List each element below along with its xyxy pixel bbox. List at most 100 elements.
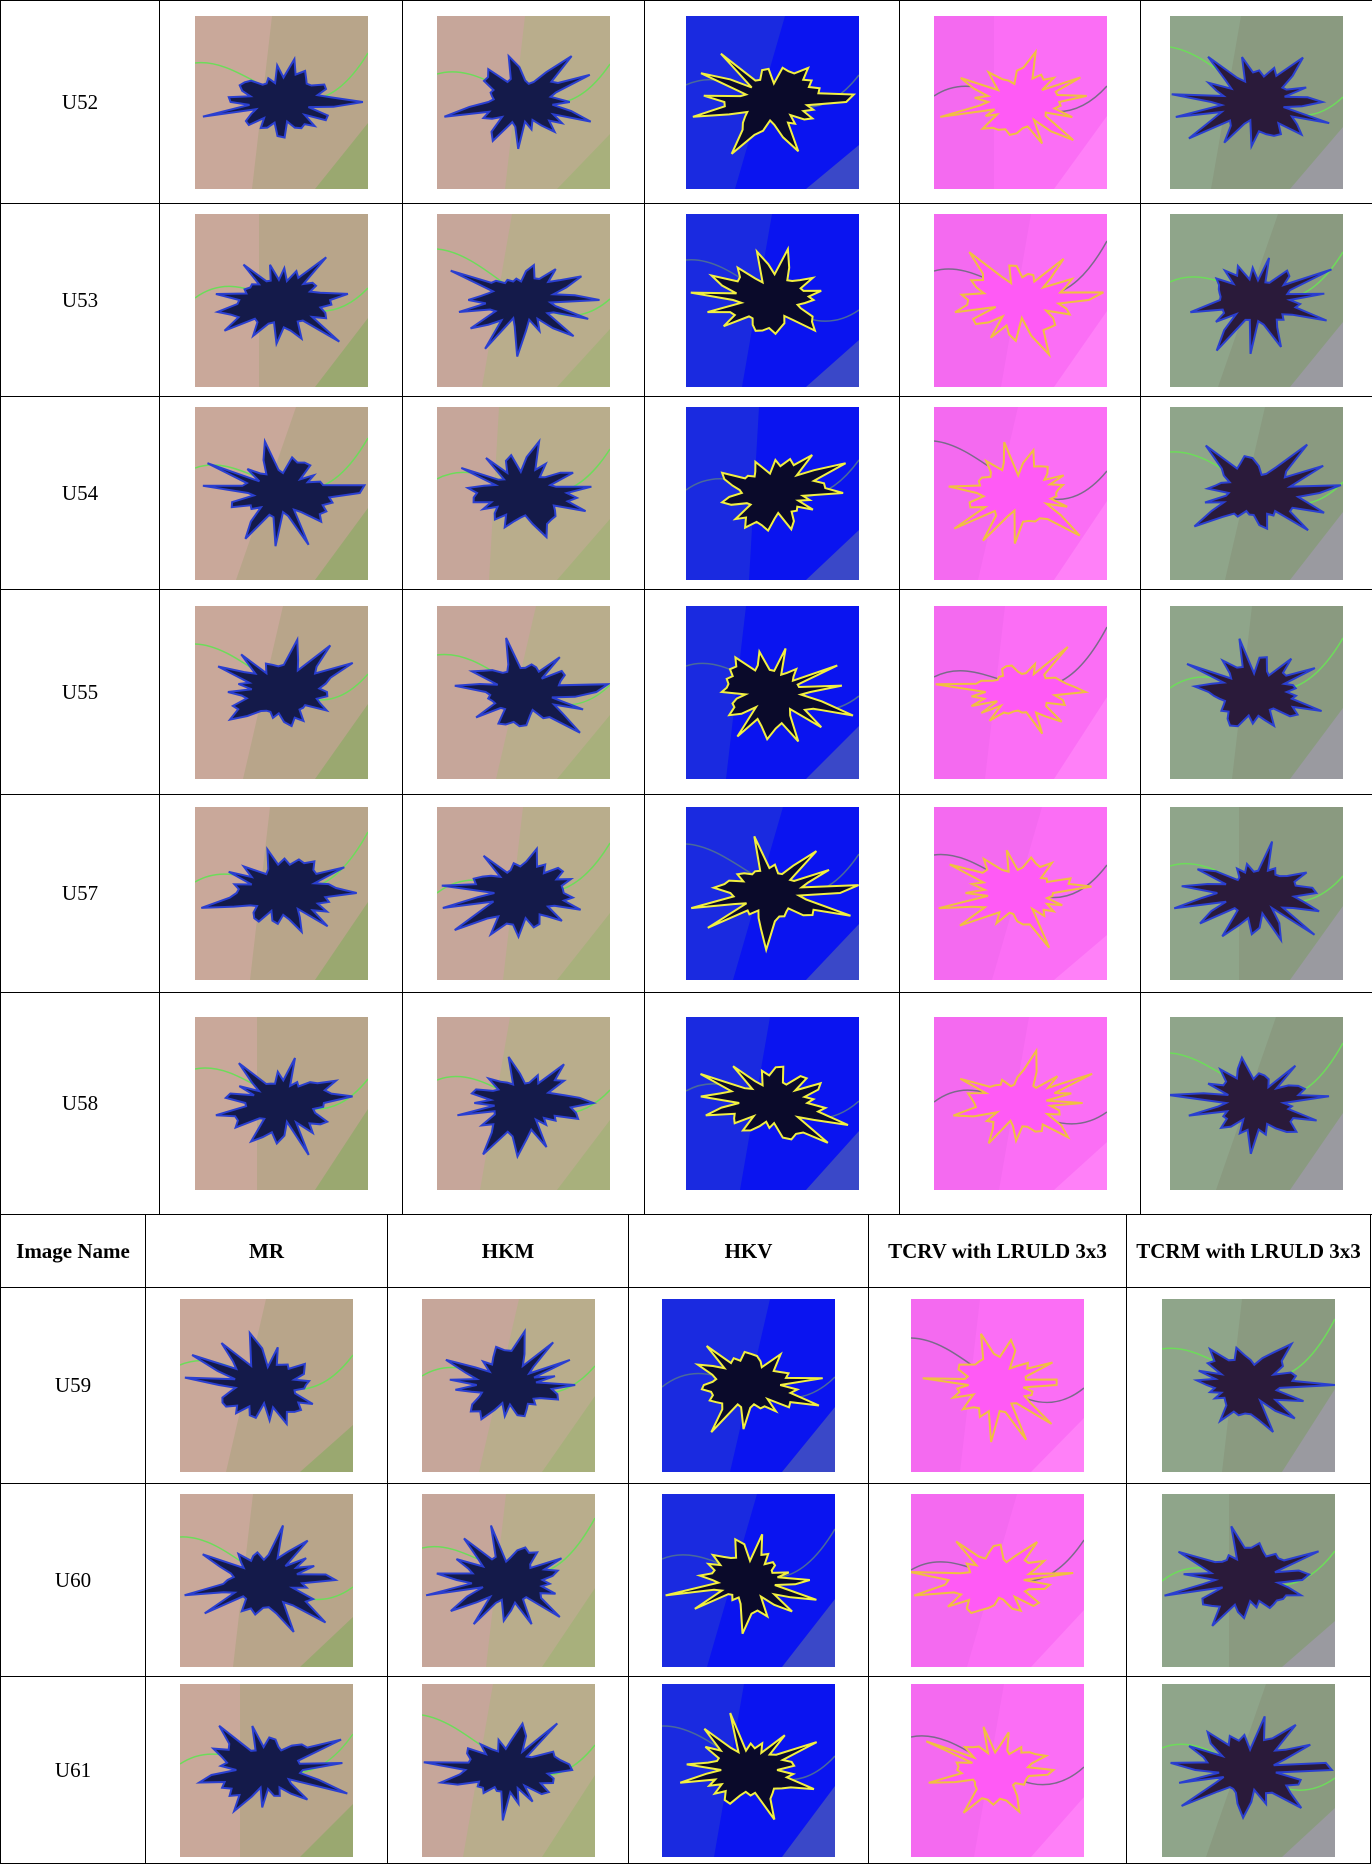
thumbnail bbox=[662, 1494, 835, 1667]
thumbnail bbox=[195, 407, 368, 580]
thumbnail bbox=[195, 807, 368, 980]
thumbnail bbox=[686, 807, 859, 980]
thumbnail bbox=[934, 16, 1107, 189]
result-cell bbox=[1141, 1, 1372, 204]
thumbnail bbox=[195, 606, 368, 779]
thumbnail bbox=[934, 1017, 1107, 1190]
result-cell bbox=[1141, 397, 1372, 590]
column-header: TCRM with LRULD 3x3 bbox=[1127, 1215, 1371, 1288]
column-header: TCRV with LRULD 3x3 bbox=[869, 1215, 1127, 1288]
thumbnail bbox=[1162, 1299, 1335, 1472]
column-header: HKM bbox=[388, 1215, 629, 1288]
thumbnail bbox=[686, 407, 859, 580]
result-cell bbox=[403, 1, 645, 204]
thumbnail bbox=[911, 1684, 1084, 1857]
table-row: U61 bbox=[1, 1677, 1371, 1864]
result-cell bbox=[146, 1288, 388, 1484]
thumbnail bbox=[422, 1494, 595, 1667]
thumbnail bbox=[662, 1684, 835, 1857]
result-cell bbox=[629, 1484, 869, 1677]
column-header: Image Name bbox=[1, 1215, 146, 1288]
thumbnail bbox=[662, 1299, 835, 1472]
thumbnail bbox=[934, 214, 1107, 387]
thumbnail bbox=[180, 1494, 353, 1667]
thumbnail bbox=[1170, 606, 1343, 779]
thumbnail bbox=[422, 1684, 595, 1857]
table-row: U53 bbox=[1, 204, 1372, 397]
result-cell bbox=[160, 795, 403, 993]
result-cell bbox=[146, 1677, 388, 1864]
thumbnail bbox=[911, 1299, 1084, 1472]
thumbnail bbox=[686, 16, 859, 189]
image-name: U52 bbox=[1, 1, 160, 204]
result-cell bbox=[869, 1677, 1127, 1864]
thumbnail bbox=[437, 1017, 610, 1190]
image-name: U53 bbox=[1, 204, 160, 397]
result-cell bbox=[403, 795, 645, 993]
result-cell bbox=[900, 1, 1141, 204]
table-row: U54 bbox=[1, 397, 1372, 590]
thumbnail bbox=[437, 807, 610, 980]
result-cell bbox=[629, 1288, 869, 1484]
thumbnail bbox=[437, 214, 610, 387]
result-cell bbox=[403, 397, 645, 590]
thumbnail bbox=[1170, 807, 1343, 980]
result-cell bbox=[1141, 795, 1372, 993]
column-header: MR bbox=[146, 1215, 388, 1288]
result-cell bbox=[645, 204, 900, 397]
image-name: U59 bbox=[1, 1288, 146, 1484]
result-cell bbox=[388, 1677, 629, 1864]
result-cell bbox=[629, 1677, 869, 1864]
result-cell bbox=[388, 1484, 629, 1677]
result-cell bbox=[160, 590, 403, 795]
result-cell bbox=[900, 397, 1141, 590]
result-cell bbox=[869, 1288, 1127, 1484]
image-name: U55 bbox=[1, 590, 160, 795]
result-cell bbox=[1127, 1484, 1371, 1677]
result-cell bbox=[388, 1288, 629, 1484]
thumbnail bbox=[686, 214, 859, 387]
image-name: U60 bbox=[1, 1484, 146, 1677]
image-name: U57 bbox=[1, 795, 160, 993]
result-cell bbox=[160, 993, 403, 1215]
thumbnail bbox=[1162, 1494, 1335, 1667]
page: U52U53U54U55U57U58 Image NameMRHKMHKVTCR… bbox=[0, 0, 1372, 1863]
result-cell bbox=[869, 1484, 1127, 1677]
result-cell bbox=[1127, 1677, 1371, 1864]
result-cell bbox=[900, 204, 1141, 397]
result-cell bbox=[645, 993, 900, 1215]
result-cell bbox=[403, 590, 645, 795]
result-cell bbox=[160, 1, 403, 204]
thumbnail bbox=[180, 1684, 353, 1857]
result-cell bbox=[645, 590, 900, 795]
thumbnail bbox=[437, 606, 610, 779]
table-row: U52 bbox=[1, 1, 1372, 204]
table-row: U55 bbox=[1, 590, 1372, 795]
thumbnail bbox=[934, 807, 1107, 980]
thumbnail bbox=[437, 407, 610, 580]
result-cell bbox=[403, 204, 645, 397]
image-name: U58 bbox=[1, 993, 160, 1215]
thumbnail bbox=[1170, 1017, 1343, 1190]
column-header: HKV bbox=[629, 1215, 869, 1288]
thumbnail bbox=[934, 606, 1107, 779]
thumbnail bbox=[1170, 407, 1343, 580]
thumbnail bbox=[934, 407, 1107, 580]
result-cell bbox=[645, 795, 900, 993]
result-cell bbox=[403, 993, 645, 1215]
thumbnail bbox=[195, 1017, 368, 1190]
thumbnail bbox=[437, 16, 610, 189]
result-cell bbox=[146, 1484, 388, 1677]
thumbnail bbox=[911, 1494, 1084, 1667]
thumbnail bbox=[180, 1299, 353, 1472]
result-cell bbox=[160, 397, 403, 590]
thumbnail bbox=[1162, 1684, 1335, 1857]
result-cell bbox=[645, 1, 900, 204]
thumbnail bbox=[1170, 214, 1343, 387]
result-cell bbox=[160, 204, 403, 397]
table-row: U60 bbox=[1, 1484, 1371, 1677]
thumbnail bbox=[1170, 16, 1343, 189]
